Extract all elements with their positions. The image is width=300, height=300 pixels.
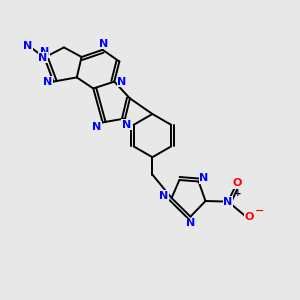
Text: N: N — [160, 190, 169, 201]
Text: N: N — [44, 76, 52, 87]
Text: N: N — [224, 196, 232, 207]
Text: N: N — [117, 76, 126, 87]
Text: N: N — [92, 122, 101, 132]
Text: O: O — [232, 178, 242, 188]
Text: N: N — [186, 218, 195, 228]
Text: O: O — [244, 212, 254, 222]
Text: N: N — [38, 52, 47, 63]
Text: N: N — [122, 119, 131, 130]
Text: N: N — [23, 40, 32, 51]
Text: N: N — [100, 39, 109, 49]
Text: −: − — [254, 206, 264, 216]
Text: N: N — [40, 47, 49, 57]
Text: +: + — [234, 189, 242, 198]
Text: N: N — [200, 173, 208, 183]
